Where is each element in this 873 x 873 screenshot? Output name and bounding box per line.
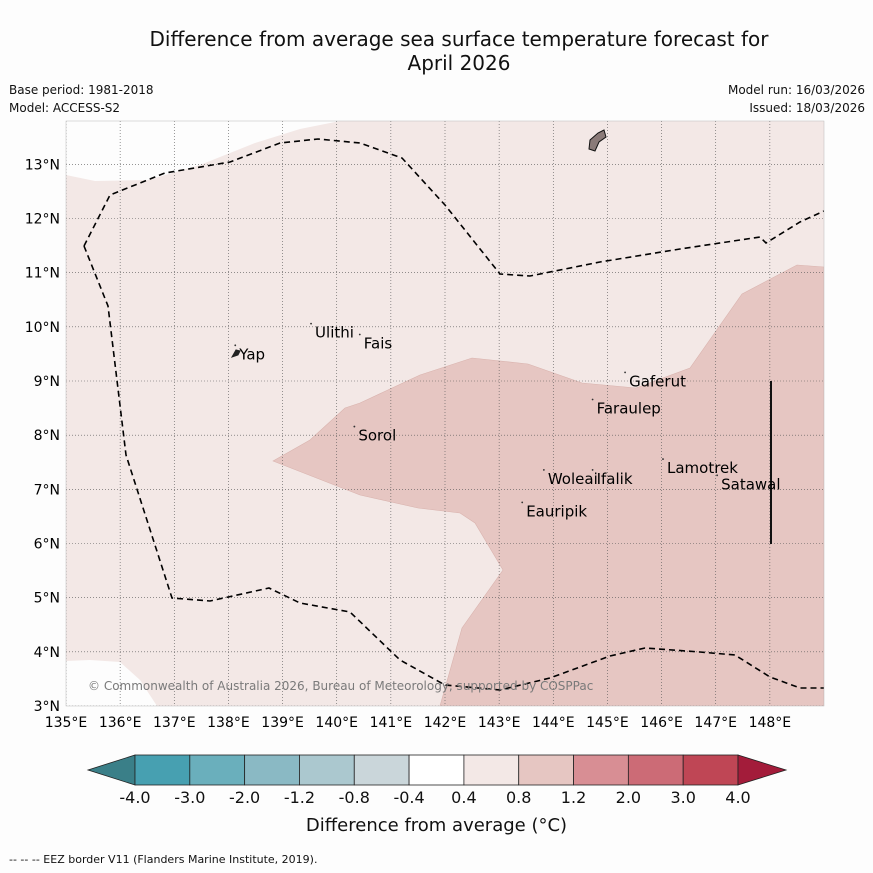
place-marker: [662, 458, 664, 460]
place-marker: [716, 474, 719, 477]
lat-tick-label: 4°N: [34, 645, 60, 661]
colorbar-title: Difference from average (°C): [305, 815, 568, 836]
map-frame: [65, 120, 825, 707]
axis-ticks: 135°E 136°E 137°E 138°E 139°E 140°E 141°E 142°E…: [25, 157, 791, 731]
lat-tick-label: 3°N: [34, 699, 60, 715]
base-period: Base period: 1981-2018: [9, 83, 154, 97]
lon-tick-label: 146°E: [640, 715, 683, 731]
place-label: Ulithi: [315, 324, 354, 342]
lat-tick-label: 12°N: [25, 212, 60, 228]
colorbar-tick-label: -0.8: [338, 788, 370, 807]
lat-tick-label: 7°N: [34, 482, 60, 498]
lon-tick-label: 144°E: [532, 715, 575, 731]
model-name: Model: ACCESS-S2: [9, 101, 121, 115]
colorbar-tick-label: -4.0: [119, 788, 151, 807]
colorbar-segment: [463, 754, 520, 786]
colorbar-segment: [134, 754, 191, 786]
map-plot-area: Yap Ulithi Fais Sorol Gaferut Faraulep WoleaiI…: [66, 121, 824, 706]
colorbar-tick-label: -3.0: [174, 788, 206, 807]
colorbar: [86, 754, 788, 786]
lon-tick-label: 145°E: [586, 715, 629, 731]
lon-tick-label: 143°E: [478, 715, 521, 731]
lat-tick-label: 6°N: [34, 537, 60, 553]
meta-right: Model run: 16/03/2026 Issued: 18/03/2026: [728, 81, 865, 117]
meta-left: Base period: 1981-2018 Model: ACCESS-S2: [9, 81, 154, 117]
lat-tick-label: 9°N: [34, 374, 60, 390]
eez-border-west: [83, 138, 824, 277]
colorbar-segment: [353, 754, 410, 786]
lon-tick-label: 137°E: [153, 715, 196, 731]
place-label: Fais: [364, 335, 393, 353]
colorbar-segment: [573, 754, 629, 786]
colorbar-tick-label: 4.0: [725, 788, 751, 807]
lat-tick-label: 11°N: [25, 266, 60, 282]
eez-footnote: -- -- -- EEZ border V11 (Flanders Marine…: [9, 853, 318, 866]
colorbar-segment: [682, 754, 739, 786]
colorbar-segment: [627, 754, 684, 786]
place-label: Ifalik: [597, 470, 633, 488]
lat-tick-label: 5°N: [34, 591, 60, 607]
place-marker: [591, 398, 594, 401]
colorbar-tick-label: -2.0: [229, 788, 261, 807]
lat-tick-label: 8°N: [34, 428, 60, 444]
place-label: Yap: [238, 345, 265, 363]
place-label: Woleai: [548, 470, 598, 488]
graticule: [66, 121, 824, 706]
lon-tick-label: 139°E: [261, 715, 304, 731]
lat-tick-label: 10°N: [25, 320, 60, 336]
colorbar-segment: [244, 754, 300, 786]
place-marker: [591, 469, 594, 471]
model-run: Model run: 16/03/2026: [727, 83, 865, 97]
guam-island: [588, 129, 607, 152]
place-marker: [234, 344, 237, 347]
lon-tick-label: 141°E: [370, 715, 413, 731]
lon-tick-label: 140°E: [315, 715, 358, 731]
title-line-1: Difference from average sea surface temp…: [149, 27, 769, 51]
colorbar-segment: [189, 754, 246, 786]
eez-border-south: [83, 245, 824, 691]
lon-tick-label: 135°E: [45, 715, 88, 731]
lon-tick-label: 147°E: [694, 715, 737, 731]
copyright-notice: © Commonwealth of Australia 2026, Bureau…: [88, 679, 593, 693]
place-marker: [353, 425, 356, 428]
colorbar-segment: [408, 754, 465, 786]
colorbar-tick-label: 0.8: [505, 788, 532, 807]
lon-tick-label: 138°E: [207, 715, 250, 731]
colorbar-tick-label: 2.0: [615, 788, 642, 807]
place-marker: [310, 322, 312, 325]
place-marker: [358, 333, 361, 336]
issued-date: Issued: 18/03/2026: [749, 101, 865, 115]
colorbar-tick-label: -0.4: [393, 788, 425, 807]
anomaly-zone-0.8-1.2: [272, 264, 824, 706]
colorbar-tick-label: 3.0: [670, 788, 696, 807]
yap-island: [230, 349, 241, 358]
place-label: Sorol: [358, 427, 396, 445]
title-line-2: April 2026: [407, 51, 511, 75]
place-label: Gaferut: [629, 372, 686, 390]
place-label: Lamotrek: [667, 459, 738, 477]
colorbar-segment: [299, 754, 355, 786]
colorbar-tick-label: -1.2: [283, 788, 316, 807]
lon-tick-label: 136°E: [99, 715, 142, 731]
place-label: Faraulep: [597, 400, 661, 418]
colorbar-under-arrow: [86, 754, 136, 786]
colorbar-tick-label: 1.2: [560, 788, 587, 807]
place-marker: [521, 501, 524, 504]
lat-tick-label: 13°N: [25, 157, 60, 173]
lon-tick-label: 142°E: [424, 715, 467, 731]
colorbar-over-arrow: [737, 754, 788, 786]
place-label: Satawal: [721, 475, 780, 493]
lon-tick-label: 148°E: [749, 715, 792, 731]
place-label: Eauripik: [526, 502, 587, 520]
place-labels: Yap Ulithi Fais Sorol Gaferut Faraulep WoleaiI…: [234, 322, 781, 520]
colorbar-tick-label: 0.4: [451, 788, 477, 807]
chart-title: Difference from average sea surface temp…: [0, 27, 873, 75]
place-marker: [542, 469, 545, 471]
colorbar-segment: [518, 754, 574, 786]
place-marker: [624, 371, 626, 374]
